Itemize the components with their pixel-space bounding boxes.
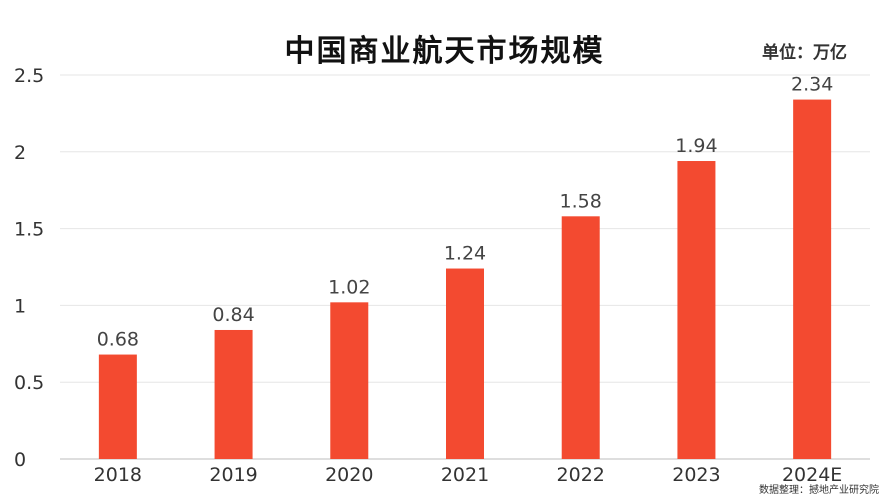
bar xyxy=(561,216,600,459)
data-label: 0.84 xyxy=(212,304,254,326)
data-label: 1.24 xyxy=(444,243,486,265)
y-tick-label: 0.5 xyxy=(14,372,44,394)
x-tick-label: 2018 xyxy=(94,464,142,486)
unit-label: 单位：万亿 xyxy=(762,43,847,63)
x-tick-label: 2020 xyxy=(325,464,373,486)
bar xyxy=(677,161,716,460)
x-tick-label: 2024E xyxy=(782,464,842,486)
y-tick-label: 1 xyxy=(14,295,26,317)
data-label: 0.68 xyxy=(97,329,139,351)
y-tick-label: 0 xyxy=(14,449,26,471)
y-tick-label: 2 xyxy=(14,142,26,164)
x-tick-label: 2022 xyxy=(557,464,605,486)
data-label: 1.58 xyxy=(560,190,602,212)
bar xyxy=(214,329,253,459)
bar xyxy=(330,302,369,459)
x-tick-label: 2023 xyxy=(672,464,720,486)
data-label: 1.94 xyxy=(675,135,717,157)
bar xyxy=(98,354,137,459)
data-label: 1.02 xyxy=(328,276,370,298)
x-tick-label: 2021 xyxy=(441,464,489,486)
y-tick-label: 1.5 xyxy=(14,219,44,241)
bar xyxy=(446,268,484,459)
x-tick-label: 2019 xyxy=(209,464,257,486)
source-note: 数据整理：撼地产业研究院 xyxy=(759,485,879,496)
y-tick-label: 2.5 xyxy=(14,65,44,87)
data-label: 2.34 xyxy=(791,74,833,96)
bar xyxy=(793,99,832,460)
chart-title: 中国商业航天市场规模 xyxy=(284,34,605,69)
